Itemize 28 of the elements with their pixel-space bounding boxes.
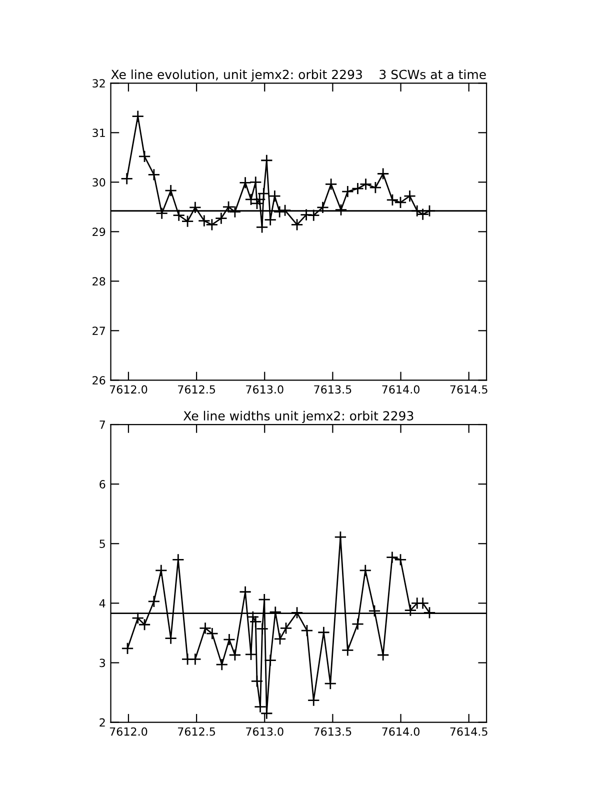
x-tick-label: 7612.5 — [178, 727, 216, 736]
y-tick-label: 2 — [100, 718, 105, 727]
x-tick-label: 7612.0 — [110, 385, 148, 394]
x-tick-label: 7614.5 — [450, 727, 488, 736]
x-tick-label: 7614.0 — [382, 727, 420, 736]
chart-subtitle: 3 SCWs at a time — [380, 69, 486, 80]
y-tick-label: 7 — [100, 420, 105, 429]
x-tick-label: 7614.0 — [382, 385, 420, 394]
x-tick-label: 7613.5 — [314, 727, 352, 736]
x-tick-label: 7613.0 — [246, 727, 284, 736]
x-tick-label: 7612.5 — [178, 385, 216, 394]
x-tick-label: 7614.5 — [450, 385, 488, 394]
y-tick-label: 27 — [92, 326, 105, 335]
y-tick-label: 29 — [92, 228, 106, 236]
y-tick-label: 4 — [99, 599, 106, 608]
y-tick-label: 5 — [100, 540, 105, 548]
y-tick-label: 3 — [100, 658, 106, 668]
y-tick-label: 26 — [92, 376, 106, 385]
y-tick-label: 6 — [100, 480, 106, 488]
y-tick-label: 30 — [92, 178, 106, 187]
y-tick-label: 28 — [92, 277, 106, 286]
chart-title: Xe line evolution, unit jemx2: orbit 2293 — [111, 69, 362, 82]
x-tick-label: 7613.5 — [314, 385, 352, 394]
y-tick-label: 31 — [92, 128, 105, 138]
y-tick-label: 32 — [92, 79, 105, 88]
chart-title: Xe line widths unit jemx2: orbit 2293 — [183, 410, 414, 423]
x-tick-label: 7612.0 — [110, 727, 148, 736]
x-tick-label: 7613.0 — [246, 385, 284, 394]
